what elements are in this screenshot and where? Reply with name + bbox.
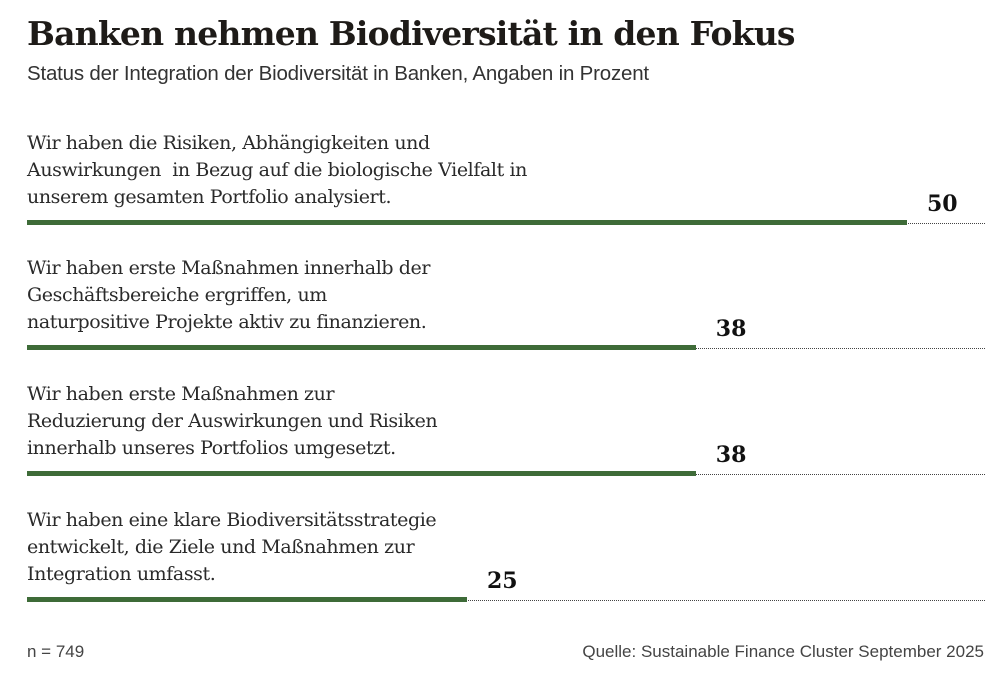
- chart-title: Banken nehmen Biodiversität in den Fokus: [27, 14, 796, 53]
- bar-label: Wir haben erste Maßnahmen innerhalb der G…: [27, 255, 430, 336]
- bar-row: Wir haben eine klare Biodiversitätsstrat…: [27, 492, 985, 602]
- bar-fill: [27, 597, 467, 602]
- bar-row: Wir haben erste Maßnahmen innerhalb der G…: [27, 240, 985, 350]
- bar-value: 50: [927, 191, 958, 217]
- bar-label: Wir haben die Risiken, Abhängigkeiten un…: [27, 130, 527, 211]
- bar-label-line: Auswirkungen in Bezug auf die biologisch…: [27, 159, 527, 181]
- bar-label-line: entwickelt, die Ziele und Maßnahmen zur: [27, 536, 415, 558]
- bar-label: Wir haben eine klare Biodiversitätsstrat…: [27, 507, 437, 588]
- bar-label-line: Geschäftsbereiche ergriffen, um: [27, 284, 327, 306]
- bar-label-line: unserem gesamten Portfolio analysiert.: [27, 186, 392, 208]
- bar-row: Wir haben erste Maßnahmen zur Reduzierung…: [27, 366, 985, 476]
- bar-fill: [27, 471, 696, 476]
- bar-label-line: Reduzierung der Auswirkungen und Risiken: [27, 410, 438, 432]
- bar-label-line: innerhalb unseres Portfolios umgesetzt.: [27, 437, 396, 459]
- bar-value: 25: [487, 568, 518, 594]
- bar-fill: [27, 220, 907, 225]
- bar-label-line: naturpositive Projekte aktiv zu finanzie…: [27, 311, 427, 333]
- bar-label: Wir haben erste Maßnahmen zur Reduzierung…: [27, 381, 438, 462]
- bar-track: [27, 471, 985, 476]
- bar-label-line: Integration umfasst.: [27, 563, 216, 585]
- chart-subtitle: Status der Integration der Biodiversität…: [27, 62, 649, 85]
- bar-value: 38: [715, 442, 747, 468]
- bar-track: [27, 220, 985, 225]
- bar-track: [27, 597, 985, 602]
- bar-track: [27, 345, 985, 350]
- bar-value: 38: [715, 316, 747, 342]
- source-note: Quelle: Sustainable Finance Cluster Sept…: [582, 642, 984, 661]
- bar-row: Wir haben die Risiken, Abhängigkeiten un…: [27, 115, 985, 225]
- bar-fill: [27, 345, 696, 350]
- sample-size: n = 749: [27, 642, 85, 661]
- dotted-guide-line: [27, 600, 985, 601]
- bar-label-line: Wir haben erste Maßnahmen innerhalb der: [27, 257, 431, 279]
- bar-label-line: Wir haben eine klare Biodiversitätsstrat…: [27, 509, 437, 531]
- bar-label-line: Wir haben die Risiken, Abhängigkeiten un…: [27, 132, 430, 154]
- bar-label-line: Wir haben erste Maßnahmen zur: [27, 383, 335, 405]
